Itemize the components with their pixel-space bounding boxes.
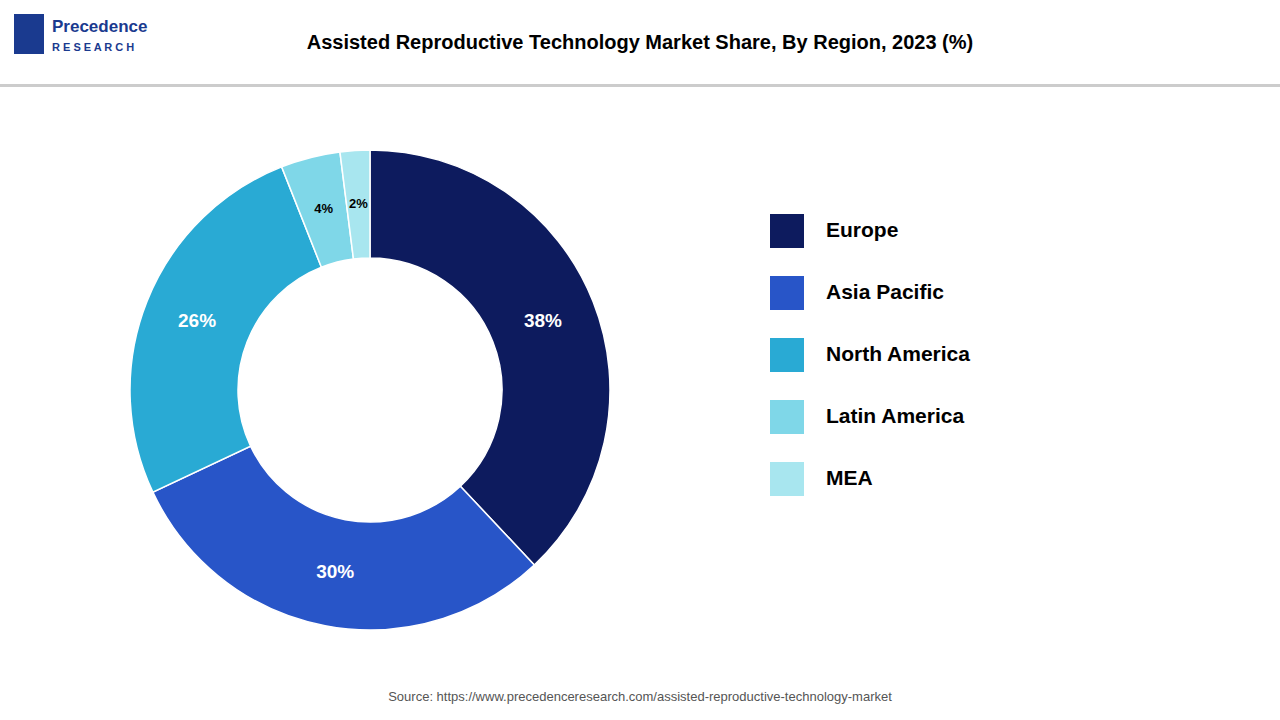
slice bbox=[130, 167, 321, 492]
data-labels: 38% 30% 26% 4% 2% bbox=[178, 196, 562, 582]
legend-label: Europe bbox=[826, 218, 898, 241]
logo-icon bbox=[14, 14, 44, 54]
header-line bbox=[0, 84, 1280, 87]
legend-swatch bbox=[770, 276, 804, 310]
legend-label: North America bbox=[826, 342, 970, 365]
logo-text: Precedence bbox=[52, 17, 147, 36]
legend: Europe Asia Pacific North America Latin Ame… bbox=[770, 214, 970, 496]
slice bbox=[340, 150, 370, 259]
data-label: 38% bbox=[524, 310, 562, 331]
slice bbox=[153, 446, 534, 630]
data-label: 4% bbox=[314, 201, 333, 216]
slice bbox=[370, 150, 610, 565]
legend-label: MEA bbox=[826, 466, 873, 489]
title: Assisted Reproductive Technology Market … bbox=[307, 31, 973, 53]
chart: Assisted Reproductive Technology Market … bbox=[0, 0, 1280, 720]
data-label: 30% bbox=[316, 561, 354, 582]
source: Source: https://www.precedenceresearch.c… bbox=[388, 689, 892, 704]
legend-swatch bbox=[770, 400, 804, 434]
donut bbox=[130, 150, 610, 630]
legend-swatch bbox=[770, 338, 804, 372]
legend-swatch bbox=[770, 462, 804, 496]
legend-label: Asia Pacific bbox=[826, 280, 944, 303]
legend-swatch bbox=[770, 214, 804, 248]
data-label: 2% bbox=[349, 196, 368, 211]
legend-label: Latin America bbox=[826, 404, 964, 427]
logo-text: R E S E A R C H bbox=[52, 41, 134, 53]
data-label: 26% bbox=[178, 310, 216, 331]
